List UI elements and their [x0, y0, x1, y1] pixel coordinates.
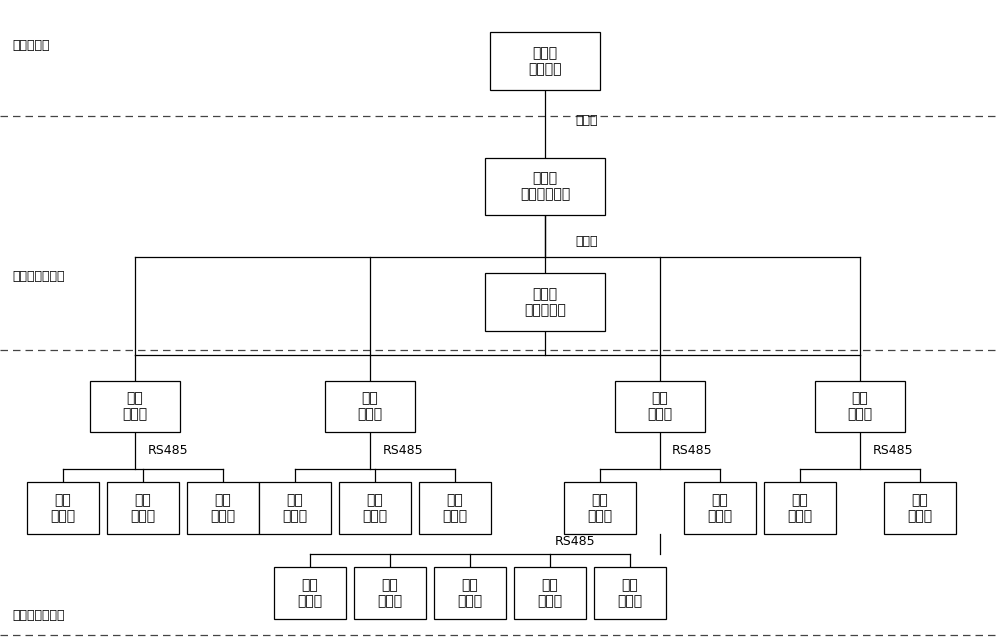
Text: 微电网
能量管理系统: 微电网 能量管理系统 [520, 172, 570, 201]
Text: 燃气
控制器: 燃气 控制器 [537, 578, 563, 608]
Text: 配网调度层: 配网调度层 [12, 39, 50, 51]
Text: 光伏
控制器: 光伏 控制器 [787, 493, 813, 523]
Text: 负荷
控制器: 负荷 控制器 [210, 493, 236, 523]
FancyBboxPatch shape [514, 567, 586, 619]
FancyBboxPatch shape [354, 567, 426, 619]
Text: 以太网: 以太网 [575, 114, 598, 127]
Text: 就地控制保护层: 就地控制保护层 [12, 610, 64, 622]
Text: 微网集中控制层: 微网集中控制层 [12, 270, 64, 283]
Text: 储能
控制器: 储能 控制器 [130, 493, 156, 523]
Text: 负荷
控制器: 负荷 控制器 [442, 493, 468, 523]
Text: 负荷
控制器: 负荷 控制器 [907, 493, 933, 523]
Text: 负荷
控制器: 负荷 控制器 [617, 578, 643, 608]
Text: 微网
控制器: 微网 控制器 [122, 392, 148, 421]
Text: RS485: RS485 [873, 444, 914, 457]
FancyBboxPatch shape [107, 482, 179, 534]
Text: 风电
控制器: 风电 控制器 [50, 493, 76, 523]
Text: RS485: RS485 [148, 444, 189, 457]
FancyBboxPatch shape [485, 273, 605, 331]
FancyBboxPatch shape [325, 381, 415, 432]
FancyBboxPatch shape [764, 482, 836, 534]
Text: 微网
控制器: 微网 控制器 [357, 392, 383, 421]
FancyBboxPatch shape [564, 482, 636, 534]
FancyBboxPatch shape [434, 567, 506, 619]
Text: 以太网: 以太网 [575, 235, 598, 248]
FancyBboxPatch shape [884, 482, 956, 534]
FancyBboxPatch shape [259, 482, 331, 534]
Text: RS485: RS485 [555, 535, 596, 548]
FancyBboxPatch shape [815, 381, 905, 432]
FancyBboxPatch shape [274, 567, 346, 619]
FancyBboxPatch shape [339, 482, 411, 534]
Text: 储能
控制器: 储能 控制器 [362, 493, 388, 523]
Text: 微电网
集中控制器: 微电网 集中控制器 [524, 287, 566, 317]
FancyBboxPatch shape [684, 482, 756, 534]
Text: 风电
控制器: 风电 控制器 [297, 578, 323, 608]
FancyBboxPatch shape [615, 381, 705, 432]
FancyBboxPatch shape [90, 381, 180, 432]
Text: 微网
控制器: 微网 控制器 [847, 392, 873, 421]
FancyBboxPatch shape [27, 482, 99, 534]
Text: 储能
控制器: 储能 控制器 [457, 578, 483, 608]
FancyBboxPatch shape [187, 482, 259, 534]
Text: RS485: RS485 [672, 444, 713, 457]
Text: 负荷
控制器: 负荷 控制器 [707, 493, 733, 523]
Text: RS485: RS485 [383, 444, 424, 457]
FancyBboxPatch shape [594, 567, 666, 619]
FancyBboxPatch shape [419, 482, 491, 534]
Text: 光伏
控制器: 光伏 控制器 [282, 493, 308, 523]
Text: 光伏
控制器: 光伏 控制器 [377, 578, 403, 608]
FancyBboxPatch shape [485, 158, 605, 215]
FancyBboxPatch shape [490, 32, 600, 90]
Text: 微网
控制器: 微网 控制器 [647, 392, 673, 421]
Text: 风电
控制器: 风电 控制器 [587, 493, 613, 523]
Text: 配电网
调度系统: 配电网 调度系统 [528, 46, 562, 76]
